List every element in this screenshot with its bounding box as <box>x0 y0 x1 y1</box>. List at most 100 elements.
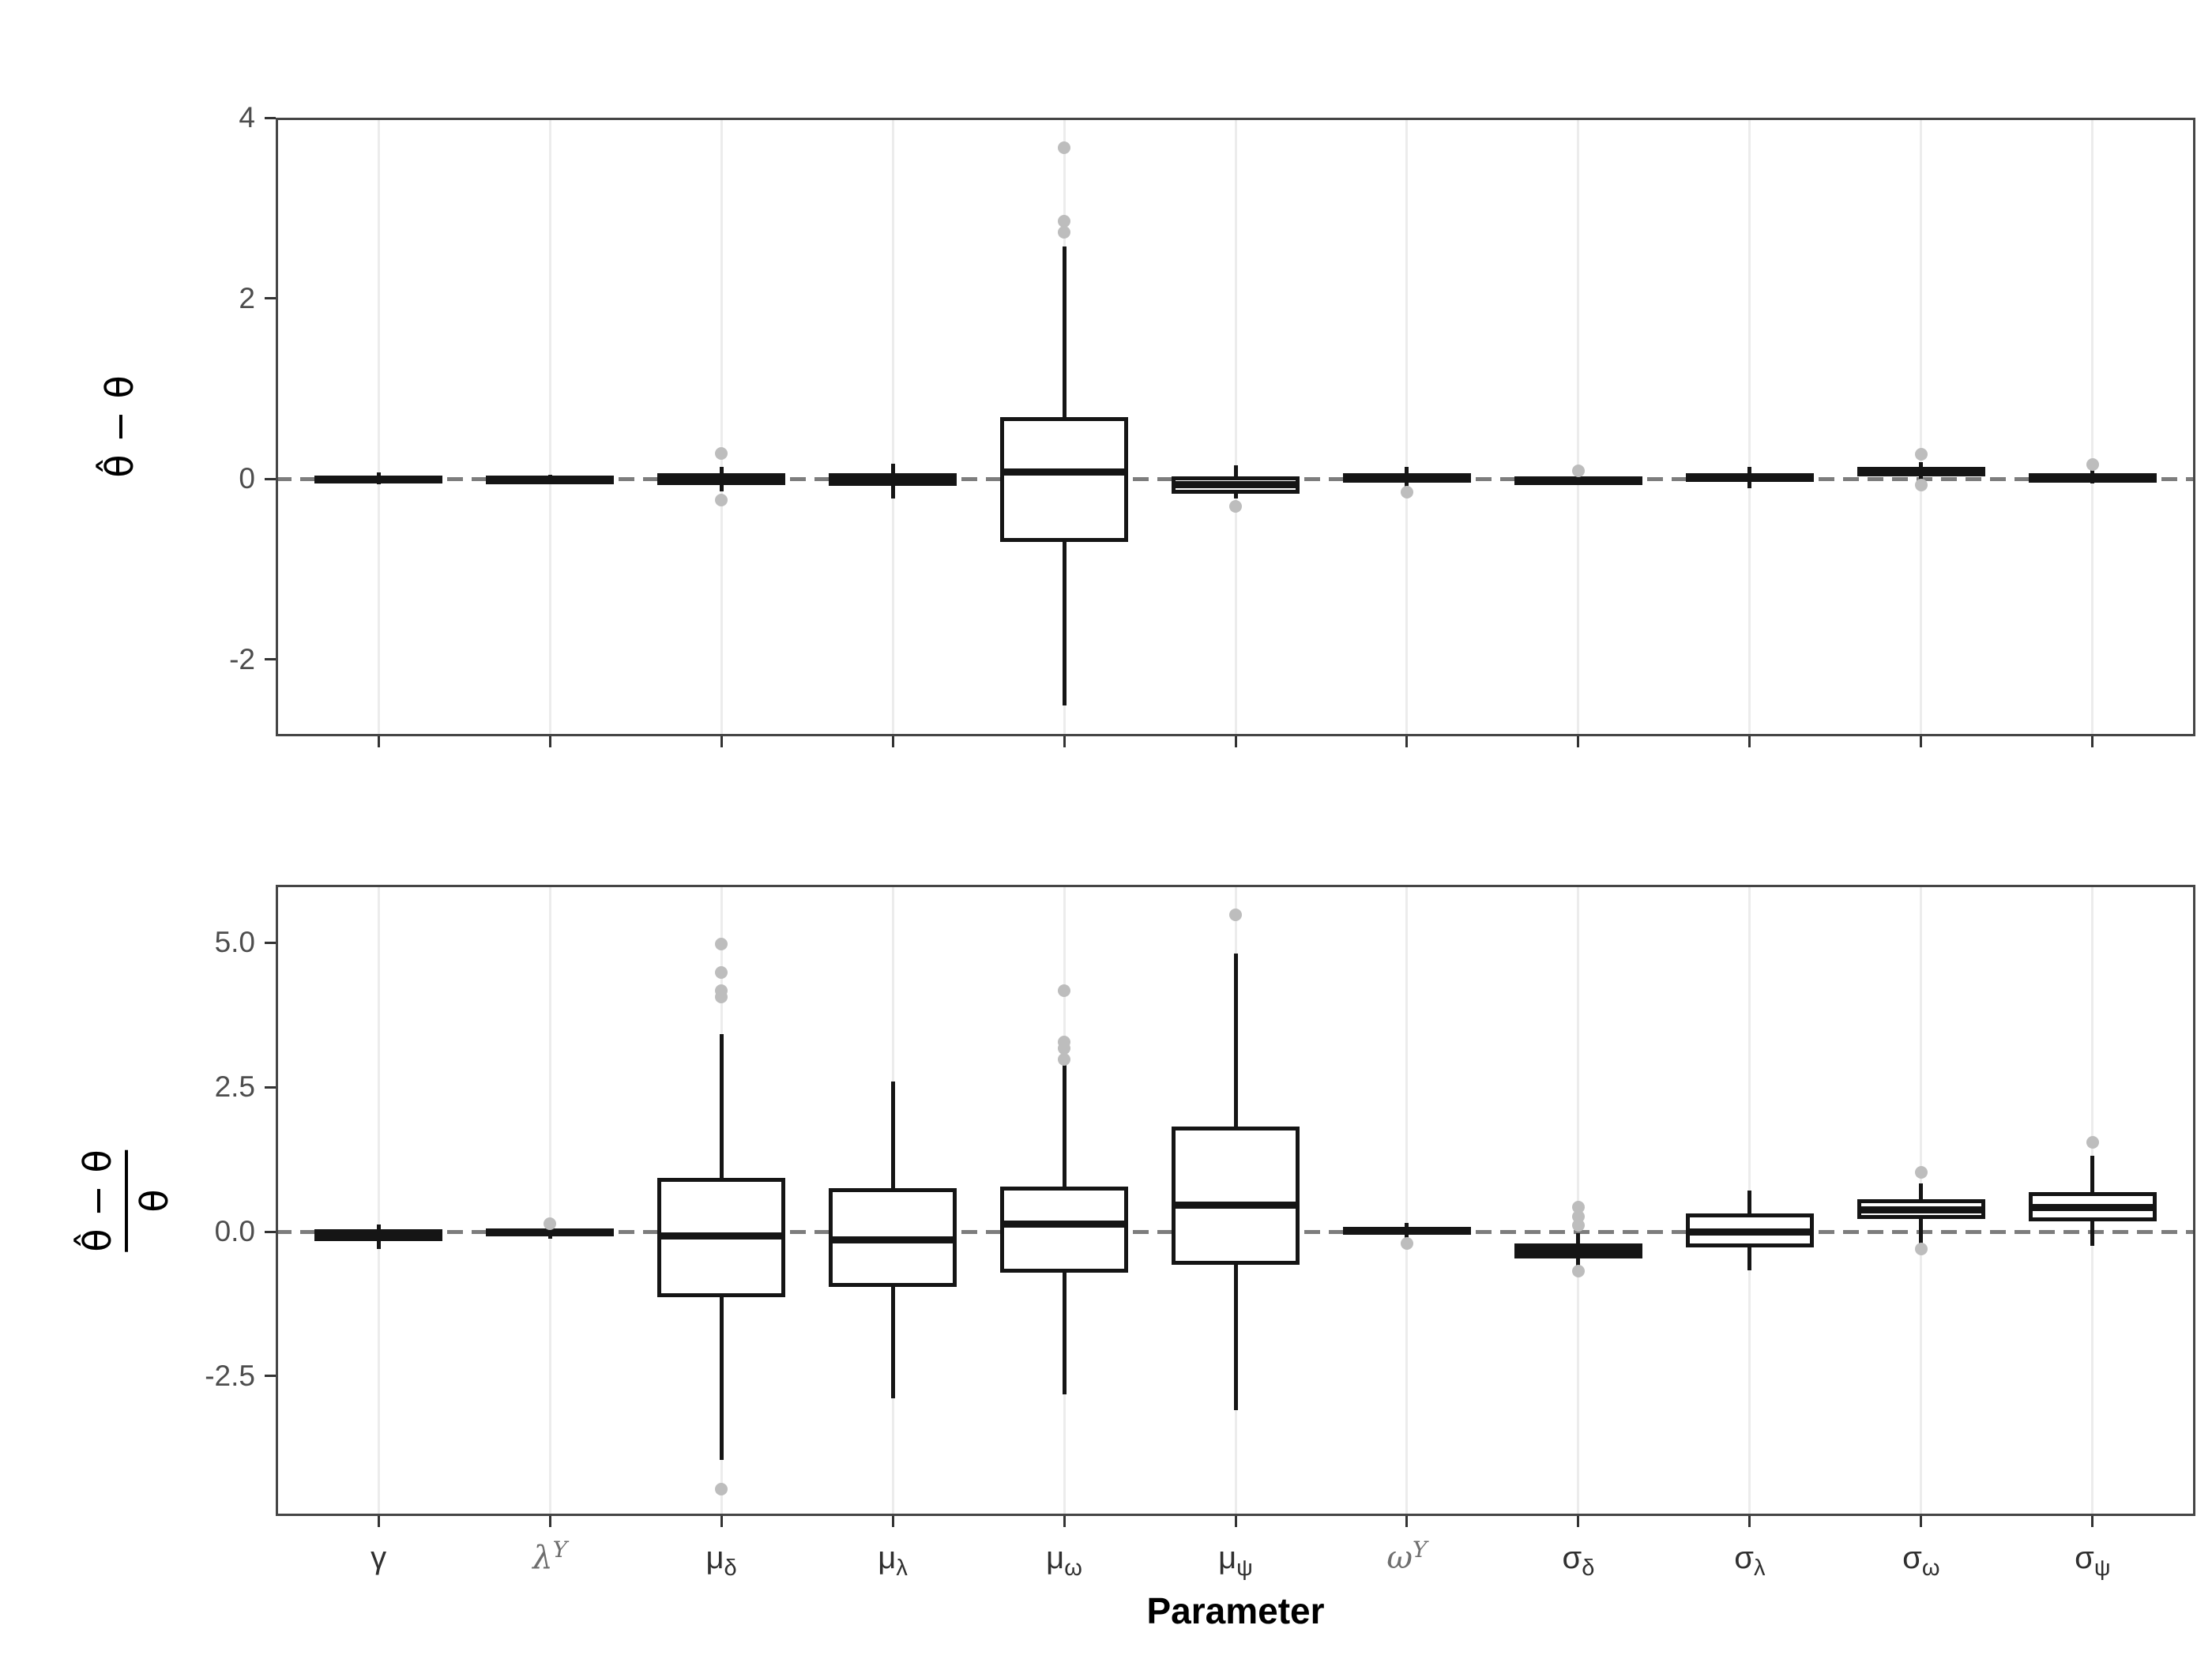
median-line <box>1685 474 1814 482</box>
x-tick <box>720 736 723 747</box>
x-category-label: λY <box>463 1537 637 1580</box>
whisker-upper <box>1747 1191 1752 1214</box>
x-tick <box>891 736 894 747</box>
whisker-upper <box>1405 1223 1409 1228</box>
whisker-upper <box>2090 469 2095 475</box>
whisker-lower <box>1576 1258 1581 1269</box>
median-line <box>657 475 786 483</box>
y-tick-label: 5.0 <box>214 926 255 959</box>
panel-relative-bias <box>276 885 2195 1516</box>
x-category-label: σδ <box>1492 1539 1665 1581</box>
y-tick <box>265 1375 276 1378</box>
gridline <box>720 118 723 736</box>
x-category-label-subscript: λ <box>1753 1556 1766 1581</box>
x-category-label-subscript: ω <box>1064 1556 1082 1581</box>
whisker-lower <box>719 1296 724 1461</box>
x-tick <box>2091 736 2094 747</box>
outlier-point <box>1571 1264 1585 1277</box>
whisker-upper <box>719 1033 724 1178</box>
gridline <box>891 118 894 736</box>
whisker-upper <box>890 463 895 474</box>
median-line <box>486 475 615 483</box>
whisker-lower <box>376 482 381 485</box>
x-category-label-subscript: λ <box>896 1556 908 1581</box>
x-tick <box>1405 1516 1409 1527</box>
x-category-label-subscript: δ <box>1582 1556 1595 1581</box>
x-category-label-main: σ <box>2075 1540 2094 1575</box>
x-tick <box>1234 736 1237 747</box>
median-line <box>1514 476 1642 483</box>
y-tick <box>265 477 276 480</box>
y-tick-label: 4 <box>239 101 255 134</box>
x-tick <box>1405 736 1409 747</box>
y-tick <box>265 116 276 119</box>
outlier-point <box>1571 1218 1585 1232</box>
whisker-lower <box>1233 1264 1238 1411</box>
median-line <box>2028 1203 2157 1211</box>
outlier-point <box>1058 1052 1071 1066</box>
gridline <box>1577 885 1580 1516</box>
median-line <box>829 476 957 483</box>
x-category-label-main: ω <box>1386 1540 1413 1576</box>
median-line <box>1856 1206 1985 1213</box>
median-line <box>314 475 443 483</box>
x-category-label-main: μ <box>878 1540 897 1575</box>
x-category-label-main: μ <box>705 1540 724 1575</box>
whisker-upper <box>1062 246 1066 418</box>
median-line <box>2028 473 2157 481</box>
median-line <box>1342 474 1471 482</box>
y-tick-label: 2.5 <box>214 1070 255 1104</box>
x-tick <box>1063 1516 1066 1527</box>
whisker-lower <box>1747 1247 1752 1271</box>
outlier-point <box>1400 1237 1413 1251</box>
x-tick <box>720 1516 723 1527</box>
outlier-point <box>715 966 728 980</box>
x-tick <box>891 1516 894 1527</box>
whisker-lower <box>1233 493 1238 499</box>
x-tick <box>1234 1516 1237 1527</box>
x-category-label-subscript: δ <box>724 1556 737 1581</box>
box-iqr <box>1000 417 1129 543</box>
x-tick <box>1920 1516 1923 1527</box>
y-tick <box>265 297 276 300</box>
whisker-upper <box>1747 467 1752 474</box>
outlier-point <box>715 493 728 506</box>
whisker-upper <box>1576 1233 1581 1244</box>
median-line <box>486 1228 615 1236</box>
outlier-point <box>1058 226 1071 239</box>
y-tick <box>265 941 276 944</box>
x-tick <box>1748 1516 1751 1527</box>
x-category-label: μω <box>977 1539 1151 1581</box>
x-category-label: σω <box>1834 1539 2008 1581</box>
whisker-lower <box>1405 1235 1409 1240</box>
whisker-upper <box>719 467 724 474</box>
median-line <box>1514 1247 1642 1255</box>
outlier-point <box>1229 908 1242 922</box>
panel-bias <box>276 118 2195 736</box>
x-tick <box>2091 1516 2094 1527</box>
outlier-point <box>544 1217 557 1231</box>
x-category-label: μλ <box>806 1539 980 1581</box>
outlier-point <box>1914 479 1928 492</box>
box-iqr <box>1172 1126 1300 1265</box>
outlier-point <box>1058 1036 1071 1049</box>
x-tick <box>548 1516 551 1527</box>
outlier-point <box>1914 448 1928 461</box>
outlier-point <box>1914 1242 1928 1255</box>
whisker-upper <box>1405 467 1409 474</box>
y-tick-label: -2 <box>229 642 255 675</box>
y-tick-label: 0 <box>239 462 255 495</box>
outlier-point <box>715 990 728 1003</box>
whisker-upper <box>2090 1156 2095 1192</box>
whisker-lower <box>890 486 895 499</box>
fraction-denominator: θ <box>133 1189 177 1213</box>
outlier-point <box>1400 486 1413 499</box>
x-tick <box>377 736 380 747</box>
gridline <box>1234 118 1237 736</box>
x-category-label: μδ <box>634 1539 808 1581</box>
whisker-upper <box>1233 465 1238 476</box>
x-category-label-main: μ <box>1046 1540 1065 1575</box>
gridline <box>1577 118 1580 736</box>
x-tick <box>548 736 551 747</box>
x-tick <box>1577 1516 1580 1527</box>
